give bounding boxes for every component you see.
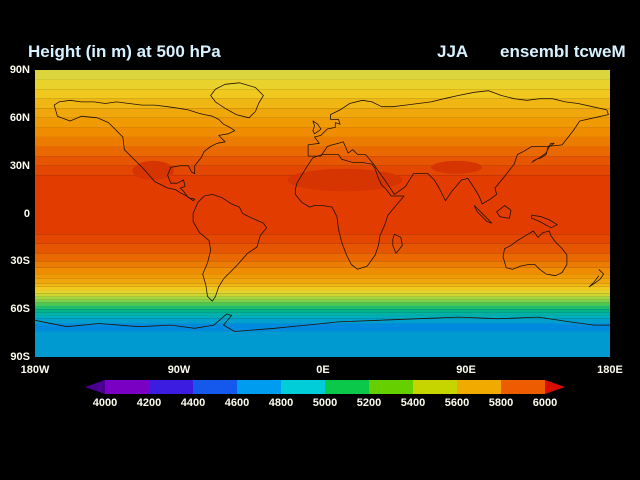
cbar-tick-4600: 4600 xyxy=(224,397,250,409)
cbar-tick-4400: 4400 xyxy=(180,397,206,409)
cbar-tick-4800: 4800 xyxy=(268,397,294,409)
dataset-label: ensembl tcweM xyxy=(500,42,626,61)
lat-tick-30n: 30N xyxy=(9,160,30,172)
cbar-tick-5000: 5000 xyxy=(312,397,338,409)
lon-tick-0e: 0E xyxy=(316,364,330,376)
coastlines xyxy=(35,82,610,332)
anomaly-patches xyxy=(132,160,483,192)
world-height-map xyxy=(35,70,610,357)
lat-tick-60s: 60S xyxy=(10,303,30,315)
colorbar xyxy=(85,380,565,394)
season-label: JJA xyxy=(437,42,469,61)
cbar-tick-6000: 6000 xyxy=(532,397,558,409)
lat-tick-60n: 60N xyxy=(9,112,30,124)
lon-tick-90w: 90W xyxy=(167,364,191,376)
lat-tick-30s: 30S xyxy=(10,255,30,267)
lat-tick-90s: 90S xyxy=(10,351,30,363)
cbar-tick-5400: 5400 xyxy=(400,397,426,409)
cbar-tick-4200: 4200 xyxy=(136,397,162,409)
lon-tick-180w: 180W xyxy=(20,364,50,376)
cbar-tick-5200: 5200 xyxy=(356,397,382,409)
lat-tick-90n: 90N xyxy=(9,64,30,76)
lon-tick-90e: 90E xyxy=(456,364,476,376)
cbar-tick-5800: 5800 xyxy=(488,397,514,409)
contour-fill-bands xyxy=(35,70,610,357)
cbar-tick-5600: 5600 xyxy=(444,397,470,409)
plot-title: Height (in m) at 500 hPa xyxy=(28,42,221,61)
lon-tick-180e: 180E xyxy=(597,364,623,376)
lat-tick-eq: 0 xyxy=(23,208,30,220)
cbar-tick-4000: 4000 xyxy=(92,397,118,409)
